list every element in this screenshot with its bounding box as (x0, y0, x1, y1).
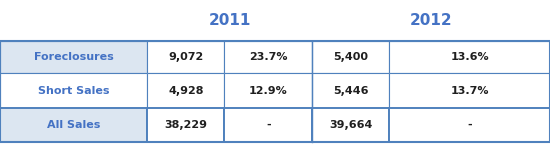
Bar (224, 73, 312, 108)
Text: -: - (468, 120, 472, 130)
Bar (0, 41, 147, 73)
Text: 38,229: 38,229 (164, 120, 207, 130)
Bar (0, 41, 147, 73)
Text: -: - (266, 120, 271, 130)
Bar (312, 41, 389, 73)
Text: 4,928: 4,928 (168, 86, 204, 95)
Text: 5,400: 5,400 (333, 52, 369, 62)
Bar (147, 108, 224, 142)
Bar (0, 73, 147, 108)
Text: 13.6%: 13.6% (450, 52, 489, 62)
Text: YTD Sales: YTD Sales (326, 52, 376, 62)
Text: 2011: 2011 (208, 13, 251, 28)
Bar (312, 41, 389, 73)
Text: 23.7%: 23.7% (249, 52, 288, 62)
Bar (312, 41, 389, 73)
Text: Foreclosures: Foreclosures (34, 52, 114, 62)
Bar (0, 41, 550, 142)
Text: All Sales: All Sales (47, 120, 101, 130)
Bar (147, 41, 224, 73)
Text: YTD Sales: YTD Sales (161, 52, 211, 62)
Bar (147, 41, 224, 73)
Bar (147, 41, 224, 73)
Bar (224, 41, 312, 73)
Text: Short Sales: Short Sales (38, 86, 109, 95)
Bar (147, 73, 224, 108)
Bar (389, 73, 550, 108)
Bar (0, 108, 147, 142)
Bar (224, 41, 312, 73)
Bar (312, 73, 389, 108)
Bar (312, 73, 389, 108)
Bar (147, 73, 224, 108)
Bar (389, 73, 550, 108)
Text: 5,446: 5,446 (333, 86, 369, 95)
Bar (147, 108, 224, 142)
Bar (389, 41, 550, 73)
Bar (224, 108, 312, 142)
Bar (312, 108, 389, 142)
Text: 12.9%: 12.9% (249, 86, 288, 95)
Bar (224, 108, 312, 142)
Bar (0, 108, 147, 142)
Bar (312, 0, 550, 41)
Bar (0, 41, 147, 73)
Bar (389, 41, 550, 73)
Text: 13.7%: 13.7% (450, 86, 489, 95)
Text: 39,664: 39,664 (329, 120, 372, 130)
Bar (312, 108, 389, 142)
Bar (0, 73, 147, 108)
Text: 2012: 2012 (410, 13, 453, 28)
Bar (224, 41, 312, 73)
Bar (389, 108, 550, 142)
Text: % of All Sales: % of All Sales (235, 52, 302, 62)
Bar (224, 73, 312, 108)
Bar (224, 41, 312, 73)
Bar (312, 41, 389, 73)
Bar (147, 41, 224, 73)
Bar (147, 0, 312, 41)
Bar (0, 41, 147, 73)
Text: 9,072: 9,072 (168, 52, 204, 62)
Bar (389, 41, 550, 73)
Bar (0, 0, 147, 41)
Bar (389, 41, 550, 73)
Bar (389, 108, 550, 142)
Text: % of All Sales: % of All Sales (436, 52, 503, 62)
